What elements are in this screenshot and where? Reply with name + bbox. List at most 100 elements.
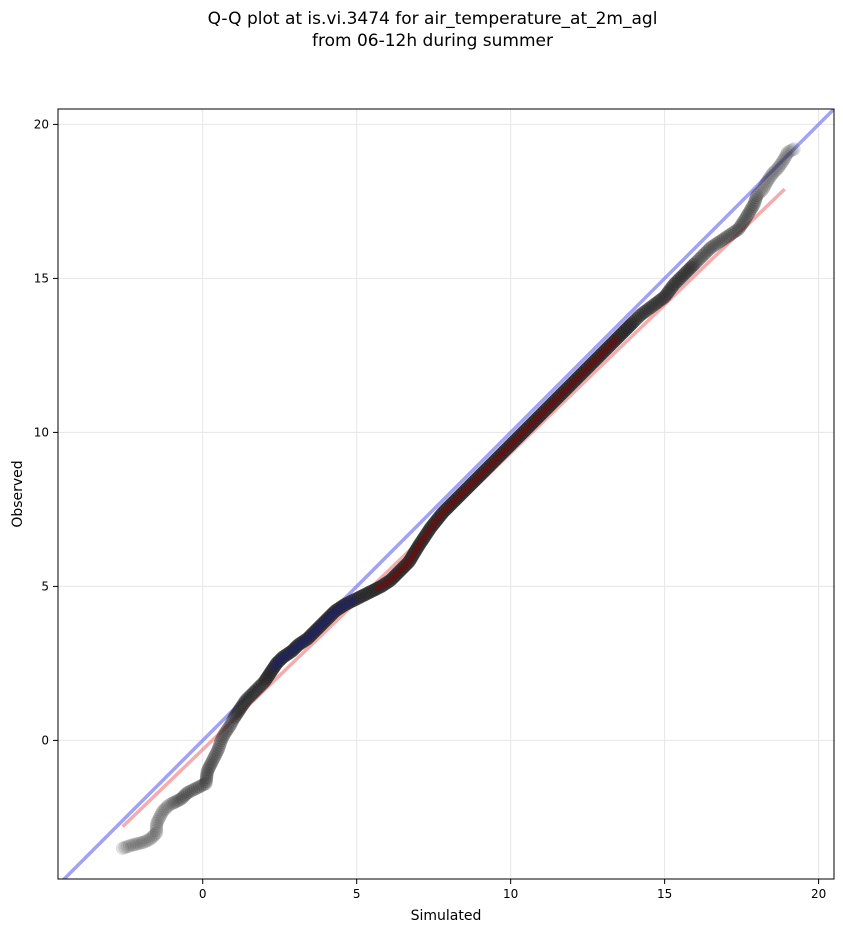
density-point-high xyxy=(538,410,545,418)
density-point-high xyxy=(482,466,490,473)
x-tick-label: 0 xyxy=(199,887,207,901)
quantile-point xyxy=(657,290,672,304)
quantile-point xyxy=(704,240,718,255)
quantile-point xyxy=(628,313,643,327)
density-point-low xyxy=(339,600,349,610)
density-point-high xyxy=(509,439,516,447)
quantile-point xyxy=(722,228,737,243)
quantile-point xyxy=(174,792,188,806)
density-point-high xyxy=(567,381,574,388)
density-point-high xyxy=(476,472,484,479)
density-point-high xyxy=(422,532,429,539)
density-point-high xyxy=(415,543,422,550)
density-point-low xyxy=(329,608,339,618)
quantile-point xyxy=(149,826,164,840)
density-point-high xyxy=(610,338,618,345)
density-point-high xyxy=(452,496,459,504)
quantile-point xyxy=(747,197,761,212)
quantile-point xyxy=(693,251,707,266)
density-point-low xyxy=(334,604,344,614)
quantile-point xyxy=(145,830,159,845)
density-point-high xyxy=(402,561,410,569)
density-point-high xyxy=(519,429,527,436)
quantile-point xyxy=(115,841,130,855)
quantile-point xyxy=(149,816,164,831)
density-point-low xyxy=(321,615,331,625)
density-point-low xyxy=(290,643,300,653)
density-point-low xyxy=(301,635,311,645)
density-point-high xyxy=(492,456,499,464)
quantile-point xyxy=(705,239,720,254)
density-point-low xyxy=(316,620,326,630)
density-point-high xyxy=(544,404,551,411)
chart-title-line-2: from 06-12h during summer xyxy=(312,31,553,51)
density-point-low xyxy=(299,636,309,646)
quantile-point xyxy=(753,185,767,199)
quantile-point xyxy=(127,837,141,852)
quantile-point xyxy=(633,308,647,323)
density-point-low xyxy=(346,597,356,607)
density-point-high xyxy=(436,512,444,520)
quantile-point xyxy=(765,166,780,181)
density-point-high xyxy=(444,504,451,512)
quantile-point xyxy=(680,263,695,278)
density-point-high xyxy=(564,384,571,391)
density-point-high xyxy=(495,453,502,461)
density-point-high xyxy=(385,578,392,585)
quantile-point xyxy=(203,758,217,773)
density-point-high xyxy=(521,427,528,435)
density-point-high xyxy=(604,344,611,351)
quantile-point xyxy=(758,178,772,192)
quantile-point xyxy=(175,790,190,805)
density-point-high xyxy=(570,378,577,385)
quantile-point xyxy=(230,706,244,721)
quantile-point xyxy=(729,223,744,238)
quantile-point xyxy=(213,735,228,750)
quantile-point xyxy=(671,273,686,287)
plot-frame xyxy=(57,108,835,880)
density-point-high xyxy=(550,398,557,405)
density-point-high xyxy=(530,418,537,425)
density-point-high xyxy=(585,362,593,370)
reference-lines xyxy=(61,109,834,879)
quantile-point xyxy=(237,695,252,709)
quantile-point xyxy=(234,701,248,715)
density-point-low xyxy=(287,646,297,656)
quantile-point xyxy=(170,794,184,808)
density-point-high xyxy=(576,372,584,379)
density-point-low xyxy=(293,640,303,650)
quantile-point xyxy=(783,144,797,158)
quantile-point xyxy=(184,783,199,798)
density-point-high xyxy=(512,436,519,444)
density-point-high xyxy=(555,393,562,401)
density-point-high xyxy=(388,575,396,582)
density-point-high xyxy=(581,367,588,374)
quantile-point xyxy=(699,245,713,259)
density-point-high xyxy=(539,409,547,416)
quantile-point xyxy=(172,793,186,807)
quantile-point xyxy=(670,274,684,289)
quantile-point xyxy=(239,693,253,708)
quantile-point xyxy=(139,834,154,848)
quantile-point xyxy=(676,268,690,283)
quantile-point xyxy=(757,180,771,194)
density-point-high xyxy=(556,392,564,399)
density-point-high xyxy=(525,423,533,430)
quantile-point xyxy=(225,714,240,728)
quantile-point xyxy=(774,157,788,171)
density-point-high xyxy=(522,426,530,433)
density-point-high xyxy=(593,355,601,362)
density-point-high xyxy=(601,347,608,354)
quantile-point xyxy=(129,837,143,851)
quantile-point xyxy=(153,808,168,823)
quantile-point xyxy=(152,810,167,825)
density-point-high xyxy=(475,473,482,481)
quantile-point xyxy=(660,286,675,301)
y-axis-ticks: 0 5 10 15 20 xyxy=(34,117,58,747)
density-point-high xyxy=(434,516,441,523)
quantile-point xyxy=(155,804,170,818)
quantile-point xyxy=(776,153,791,167)
quantile-point xyxy=(720,229,735,244)
density-point-high xyxy=(485,463,493,470)
density-point-high xyxy=(409,552,416,560)
